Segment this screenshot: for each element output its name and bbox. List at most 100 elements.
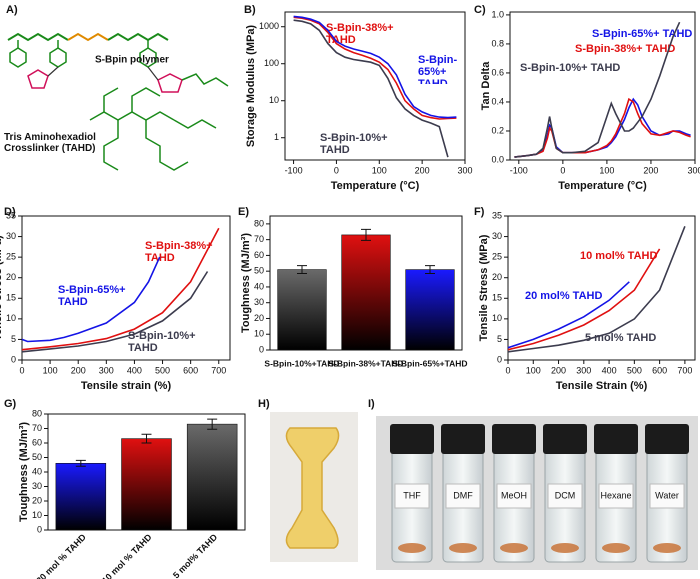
- vial-sediment: [551, 543, 579, 553]
- series-line: [507, 226, 686, 353]
- y-tick-label: 30: [32, 481, 42, 491]
- series-line: [514, 97, 691, 158]
- vial-sediment: [500, 543, 528, 553]
- x-tick-label: 0: [505, 365, 510, 375]
- y-tick-label: 20: [6, 272, 16, 282]
- y-tick-label: 25: [492, 252, 502, 262]
- x-tick-label: 200: [415, 165, 430, 175]
- vial-name: DMF: [453, 490, 473, 500]
- series-label-box: S-Bpin-65%+ TAHD: [418, 54, 457, 84]
- x-tick-label: 700: [211, 365, 226, 375]
- y-tick-label: 0: [259, 344, 264, 354]
- y-tick-label: 60: [254, 250, 264, 260]
- y-tick-label: 20: [492, 272, 502, 282]
- vial-label: [649, 483, 685, 509]
- y-tick-label: 70: [254, 234, 264, 244]
- x-tick-label: 5 mol% TAHD: [171, 532, 220, 579]
- x-tick-label: 500: [627, 365, 642, 375]
- y-tick-label: 10: [32, 510, 42, 520]
- series-label-box: S-Bpin-10%+ TAHD: [128, 330, 196, 355]
- vial-sediment: [398, 543, 426, 553]
- x-tick-label: 400: [127, 365, 142, 375]
- panel-label: B): [244, 4, 256, 16]
- x-tick-label: 100: [599, 165, 614, 175]
- x-tick-label: 300: [99, 365, 114, 375]
- series-line: [21, 256, 161, 343]
- series-line: [507, 248, 661, 351]
- series-label-box: S-Bpin-65%+ TAHD: [58, 284, 126, 309]
- x-tick-label: S-Bpin-10%+TAHD: [264, 358, 339, 368]
- y-tick-label: 5: [497, 334, 502, 344]
- y-axis-label: Tensile stress (MPa): [0, 235, 4, 341]
- x-tick-label: 300: [687, 165, 700, 175]
- error-bar: [141, 433, 152, 444]
- error-bar: [361, 228, 371, 241]
- series-label: S-Bpin-10%+ TAHD: [320, 132, 388, 157]
- y-tick-label: 80: [32, 408, 42, 418]
- vial-name: DCM: [555, 490, 576, 500]
- vial-label: [547, 483, 583, 509]
- series-label: S-Bpin-10%+ TAHD: [128, 330, 196, 355]
- x-tick-label: 600: [652, 365, 667, 375]
- x-axis-label: Tensile strain (%): [81, 380, 172, 392]
- y-tick-label: 1.0: [491, 9, 504, 19]
- panel-label: I): [368, 398, 375, 410]
- y-tick-label: 0.0: [491, 154, 504, 164]
- y-tick-label: 20: [32, 495, 42, 505]
- series-label-box: S-Bpin-38%+ TAHD: [326, 22, 394, 46]
- plot-frame: [509, 11, 696, 161]
- y-axis-label: Tan Delta: [480, 61, 492, 111]
- y-tick-label: 50: [32, 452, 42, 462]
- y-tick-label: 70: [32, 423, 42, 433]
- x-tick-label: 700: [677, 365, 692, 375]
- vial-cap: [492, 424, 536, 454]
- series-label: S-Bpin-38%+ TAHD: [575, 43, 676, 55]
- y-tick-label: 0: [37, 524, 42, 534]
- y-tick-label: 0: [11, 354, 16, 364]
- panel-label: F): [474, 206, 485, 218]
- x-tick-label: 200: [643, 165, 658, 175]
- vial-sediment: [449, 543, 477, 553]
- x-tick-label: S-Bpin-65%+TAHD: [392, 358, 467, 368]
- series-label: S-Bpin-65%+ TAHD: [58, 284, 126, 309]
- vial-cap: [390, 424, 434, 454]
- vial-cap: [543, 424, 587, 454]
- vial-label: [598, 483, 634, 509]
- y-tick-label: 30: [254, 297, 264, 307]
- panel-label: E): [238, 206, 249, 218]
- y-tick-label: 0.2: [491, 125, 504, 135]
- x-tick-label: 0: [560, 165, 565, 175]
- y-tick-label: 0: [497, 354, 502, 364]
- y-axis-label: Toughness (MJ/m³): [18, 422, 30, 522]
- x-tick-label: 100: [526, 365, 541, 375]
- y-tick-label: 40: [32, 466, 42, 476]
- vial-sediment: [653, 543, 681, 553]
- series-label-box: S-Bpin-38%+ TAHD: [575, 43, 676, 55]
- x-tick-label: 400: [602, 365, 617, 375]
- series-label-box: S-Bpin-10%+ TAHD: [320, 132, 388, 157]
- vial-label: [496, 483, 532, 509]
- y-tick-label: 10: [6, 313, 16, 323]
- vial-name: Hexane: [600, 490, 631, 500]
- x-axis-label: Temperature (°C): [558, 180, 647, 192]
- panel-label: A): [6, 4, 18, 16]
- x-tick-label: 600: [183, 365, 198, 375]
- bar: [277, 269, 327, 351]
- vial-label: [394, 483, 430, 509]
- series-label-box: 5 mol% TAHD: [585, 332, 656, 344]
- x-tick-label: 100: [43, 365, 58, 375]
- series-label: 10 mol% TAHD: [580, 250, 658, 262]
- panel-label: C): [474, 4, 486, 16]
- y-tick-label: 25: [6, 252, 16, 262]
- series-label-box: S-Bpin-10%+ TAHD: [520, 62, 620, 74]
- error-bar: [207, 418, 218, 430]
- panel-label: H): [258, 398, 270, 410]
- series-label-box: S-Bpin-38%+ TAHD: [145, 240, 213, 264]
- panel-h: H): [258, 398, 358, 562]
- x-tick-label: 300: [457, 165, 472, 175]
- vial-name: MeOH: [501, 490, 527, 500]
- x-tick-label: 0: [334, 165, 339, 175]
- y-axis-label: Tensile Stress (MPa): [478, 234, 490, 341]
- panel-label: D): [4, 206, 16, 218]
